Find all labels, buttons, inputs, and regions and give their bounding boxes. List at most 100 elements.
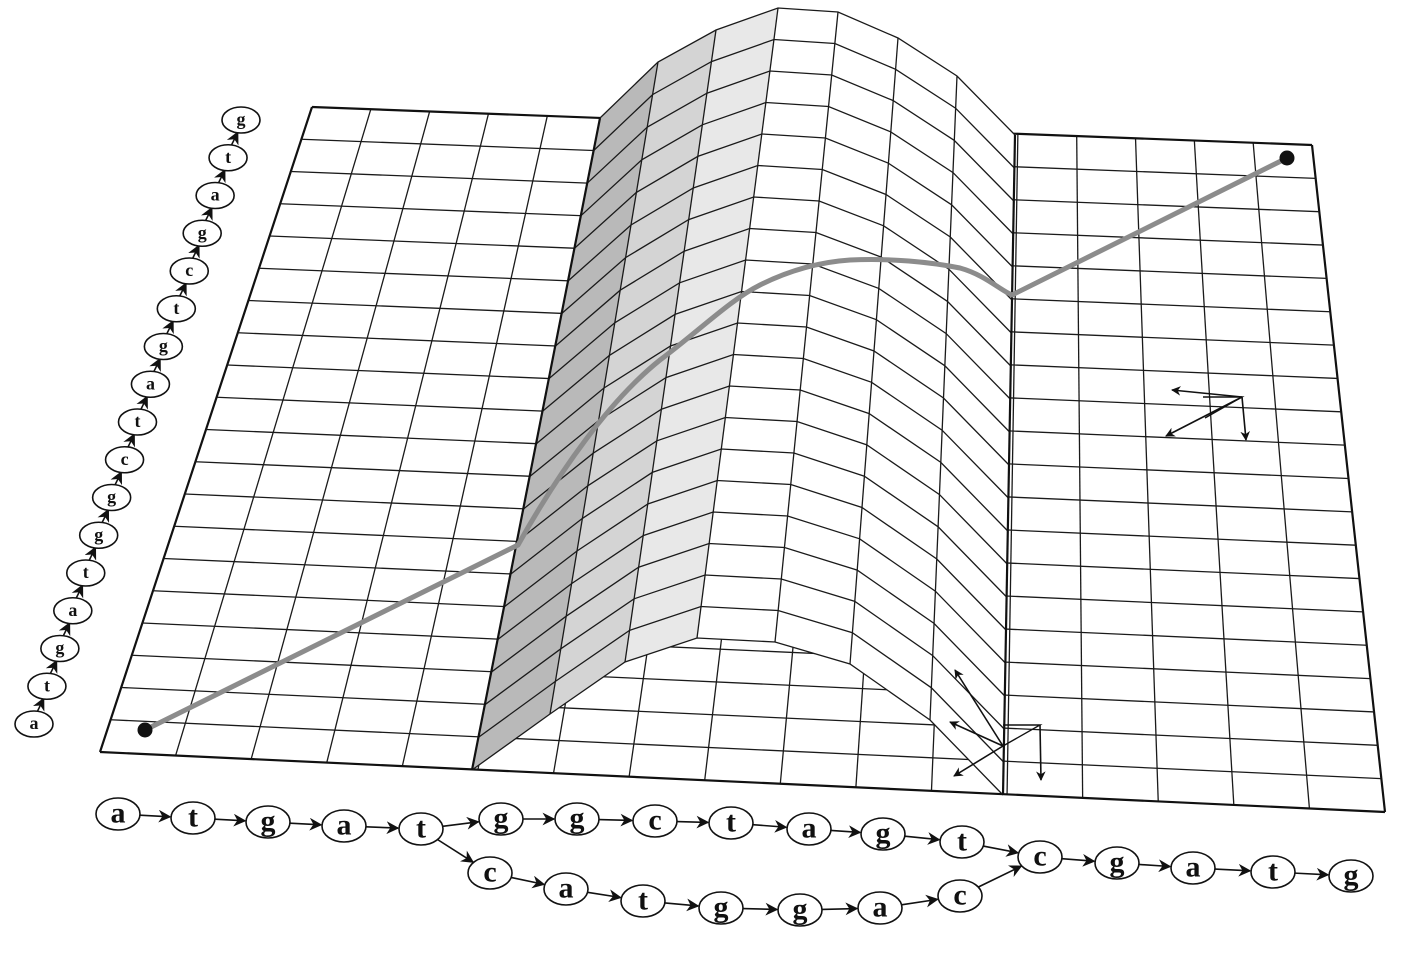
ridge-row-line xyxy=(478,605,1005,763)
sequence-edge-arrow xyxy=(214,813,247,827)
nucleotide-label: t xyxy=(83,562,89,582)
sequence-edge-arrow xyxy=(214,168,226,184)
ridge-strip xyxy=(472,62,658,770)
nucleotide-node: t xyxy=(170,801,216,835)
alignment-path xyxy=(142,155,1290,733)
ridge-column-line xyxy=(1001,134,1017,796)
nucleotide-label: g xyxy=(237,109,246,129)
nucleotide-node: a xyxy=(857,891,903,925)
nucleotide-label: t xyxy=(188,801,198,834)
ridge-row-line xyxy=(510,448,1008,598)
ridge-strip xyxy=(930,76,1015,795)
sequence-edge-arrow xyxy=(1294,867,1330,881)
nucleotide-label: a xyxy=(146,373,155,393)
sequence-edge-arrow xyxy=(71,584,84,599)
ridge-row-line xyxy=(522,385,1009,532)
sequence-edge-arrow xyxy=(587,889,622,903)
nucleotide-label: t xyxy=(135,411,141,431)
nucleotide-label: g xyxy=(494,802,509,835)
nucleotide-label: t xyxy=(1268,855,1278,888)
sequence-edge-arrow xyxy=(139,809,172,823)
sequence-edge-arrow xyxy=(830,825,862,839)
ridge-column-line xyxy=(549,61,659,715)
ridge-column-line xyxy=(470,117,602,771)
nucleotide-label: g xyxy=(1344,859,1359,892)
nucleotide-node: t xyxy=(1250,855,1296,889)
ridge-column-line xyxy=(929,75,958,721)
sequence-edge-arrow xyxy=(436,838,475,863)
sequence-edge-arrow xyxy=(977,865,1023,888)
ridge-row-line xyxy=(548,259,1011,400)
sequence-edge-arrow xyxy=(664,898,700,912)
sequence-edge-arrow xyxy=(901,894,939,908)
nucleotide-node: a xyxy=(543,872,589,906)
nucleotide-node: g xyxy=(554,802,600,836)
nucleotide-label: a xyxy=(559,872,574,905)
nucleotide-label: g xyxy=(261,805,276,838)
ridge-row-line xyxy=(503,479,1007,631)
nucleotide-node: a xyxy=(1170,851,1216,885)
nucleotide-node: t xyxy=(708,806,754,840)
nucleotide-label: a xyxy=(1186,851,1201,884)
grid-row-line xyxy=(99,750,1386,814)
nucleotide-node: g xyxy=(478,802,524,836)
sequence-edge-arrow xyxy=(752,819,788,833)
ridge-row-line xyxy=(516,416,1008,565)
nucleotide-label: c xyxy=(953,879,966,912)
path-end-point xyxy=(1279,150,1295,166)
sequence-edge-arrow xyxy=(1061,853,1096,867)
nucleotide-label: g xyxy=(55,638,64,658)
ridge-surface xyxy=(470,7,1017,796)
ridge-row-line xyxy=(490,542,1006,697)
sequence-edge-arrow xyxy=(676,815,710,829)
nucleotide-node: t xyxy=(620,884,666,918)
nucleotide-node: g xyxy=(182,219,222,248)
sequence-edge-arrow xyxy=(983,844,1020,857)
sequence-edge-arrow xyxy=(1214,863,1252,877)
nucleotide-node: c xyxy=(937,879,983,913)
nucleotide-node: a xyxy=(195,181,235,210)
nucleotide-label: c xyxy=(121,449,129,469)
sequence-edge-arrow xyxy=(598,813,634,827)
nucleotide-node: g xyxy=(143,332,184,361)
nucleotide-node: c xyxy=(1017,840,1063,874)
nucleotide-node: a xyxy=(130,370,171,399)
path-start-point xyxy=(137,722,153,738)
sequence-edge-arrow xyxy=(45,659,58,675)
ridge-row-line xyxy=(554,227,1012,367)
nucleotide-label: c xyxy=(648,804,661,837)
nucleotide-node: g xyxy=(777,893,823,927)
grid-row-line xyxy=(121,686,1378,746)
nucleotide-label: a xyxy=(30,713,39,733)
ridge-row-line xyxy=(580,101,1014,235)
sequence-edge-arrow xyxy=(289,817,323,831)
sequence-edge-arrow xyxy=(58,621,71,637)
sequence-edge-arrow xyxy=(32,697,45,713)
nucleotide-label: g xyxy=(94,524,103,544)
nucleotide-label: a xyxy=(802,812,817,845)
sequence-edge-arrow xyxy=(123,433,135,448)
nucleotide-label: a xyxy=(211,185,220,205)
sequence-edge-arrow xyxy=(136,395,148,411)
sequence-edge-arrow xyxy=(97,508,110,524)
nucleotide-label: a xyxy=(337,809,352,842)
sequence-edge-arrow xyxy=(510,875,546,889)
ridge-row-line xyxy=(535,322,1010,466)
nucleotide-node: a xyxy=(786,812,832,846)
nucleotide-label: c xyxy=(483,856,496,889)
nucleotide-label: t xyxy=(416,812,426,845)
nucleotide-node: t xyxy=(208,143,248,172)
nucleotide-label: g xyxy=(198,222,207,242)
ridge-row-line xyxy=(593,38,1015,169)
sequence-edge-arrow xyxy=(162,319,174,335)
nucleotide-node: g xyxy=(221,106,261,134)
nucleotide-label: g xyxy=(107,487,116,507)
nucleotide-label: g xyxy=(714,891,729,924)
ridge-row-line xyxy=(497,511,1006,664)
three-direction-arrows-icon xyxy=(1165,386,1250,441)
ridge-row-line xyxy=(586,70,1015,202)
nucleotide-label: g xyxy=(793,893,808,926)
nucleotide-label: a xyxy=(111,797,126,830)
nucleotide-node: c xyxy=(467,856,513,890)
